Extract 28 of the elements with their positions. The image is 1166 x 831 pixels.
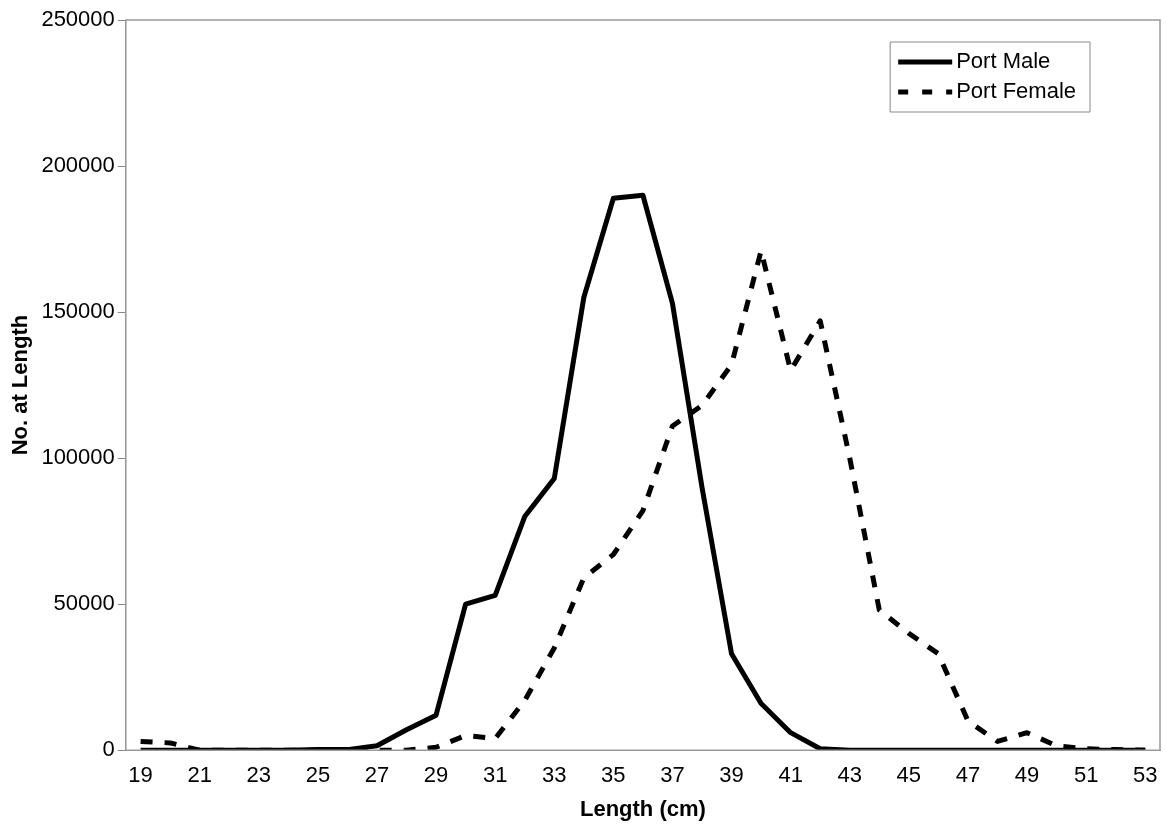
legend-label: Port Female [956,78,1077,104]
x-tick-label: 49 [1014,762,1040,788]
x-tick-label: 35 [601,762,626,788]
x-tick-label: 51 [1073,762,1099,788]
x-tick-label: 23 [246,762,272,788]
x-tick-label: 39 [719,762,744,788]
x-tick-label: 45 [896,762,922,788]
x-tick-label: 31 [482,762,508,788]
x-tick-label: 21 [187,762,212,788]
x-tick-label: 43 [837,762,862,788]
y-tick-label: 150000 [41,298,115,324]
y-tick-label: 50000 [53,590,115,616]
x-tick-label: 37 [660,762,685,788]
x-tick-label: 53 [1132,762,1158,788]
x-tick-label: 27 [364,762,390,788]
x-axis-title: Length (cm) [579,795,706,821]
y-tick-label: 100000 [41,444,115,470]
y-tick-label: 250000 [41,6,115,32]
y-tick-label: 0 [102,736,115,762]
legend-label: Port Male [956,48,1051,74]
y-axis-title: No. at Length [7,314,33,456]
x-tick-label: 29 [423,762,449,788]
x-tick-label: 41 [778,762,803,788]
x-tick-label: 19 [128,762,153,788]
x-tick-label: 33 [542,762,567,788]
x-tick-label: 25 [305,762,331,788]
y-tick-label: 200000 [41,152,115,178]
x-tick-label: 47 [955,762,981,788]
